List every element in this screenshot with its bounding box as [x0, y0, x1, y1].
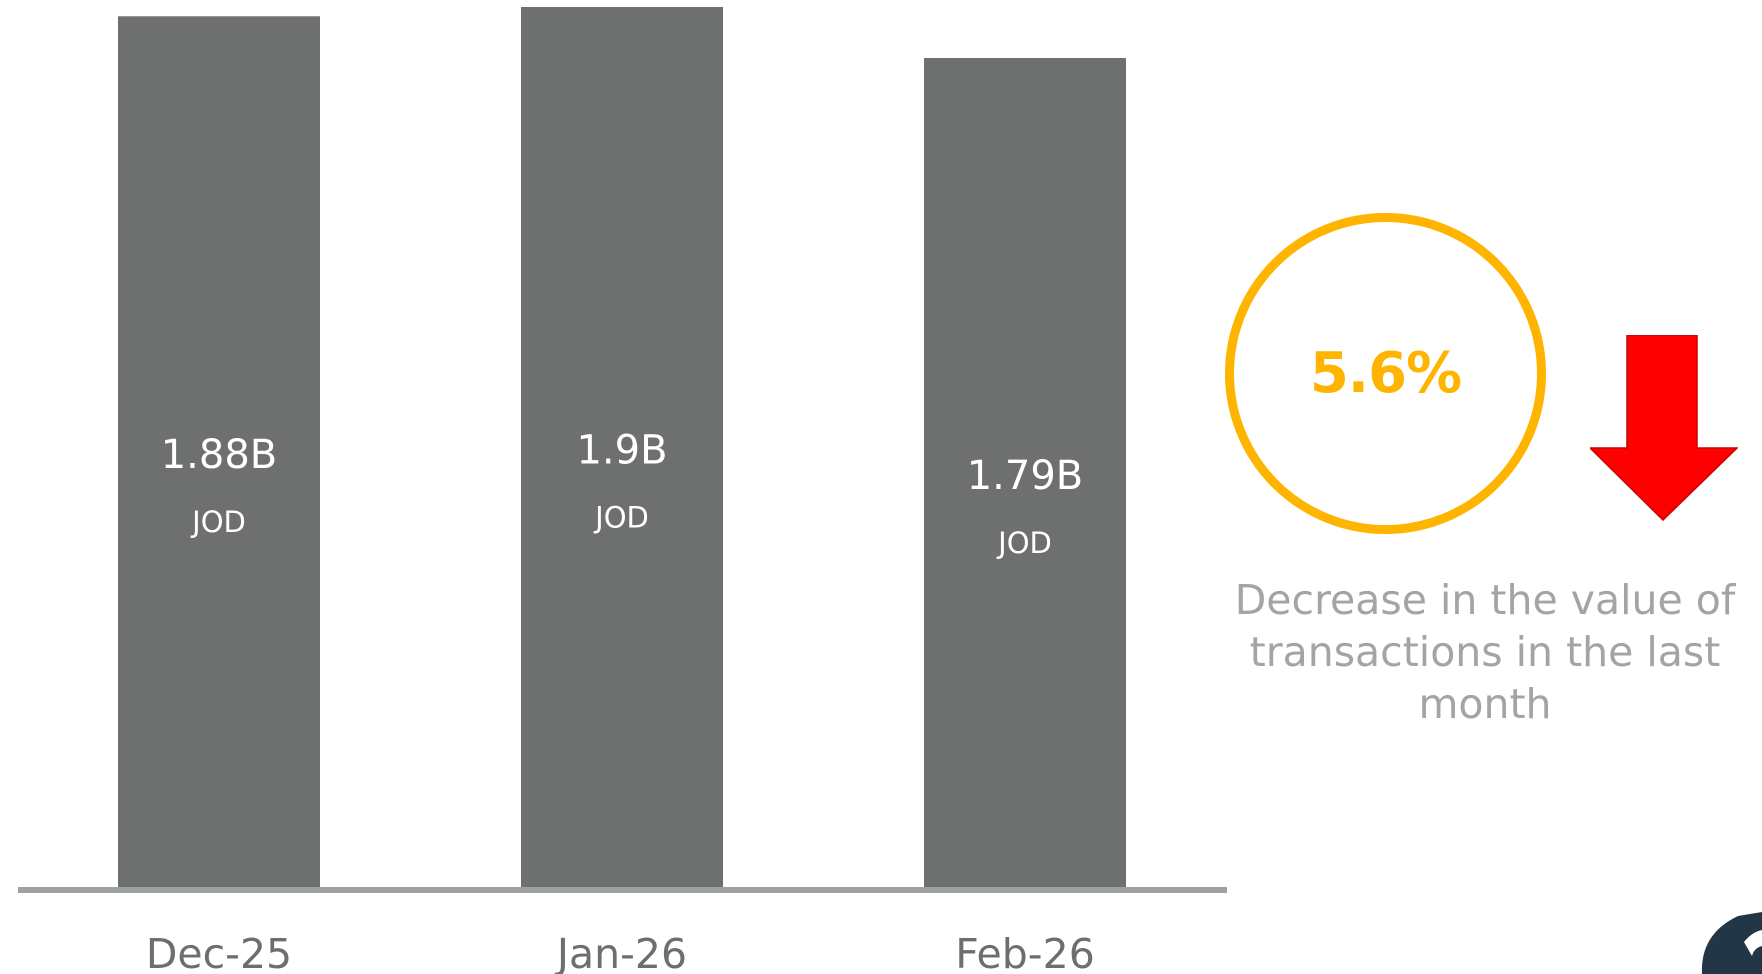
bar-feb-26: [924, 58, 1126, 889]
bar-unit-label: JOD: [190, 505, 246, 539]
kpi-caption: Decrease in the value of transactions in…: [1234, 576, 1736, 728]
category-tick-label: Dec-25: [146, 930, 292, 974]
bar-value-label: 1.88B: [161, 432, 278, 478]
bars-layer: [118, 7, 1126, 889]
bar-value-label: 1.79B: [967, 453, 1084, 499]
bar-unit-label: JOD: [593, 501, 649, 535]
category-tick-label: Feb-26: [955, 930, 1095, 974]
bar-dec-25: [118, 16, 320, 889]
labels-layer: 1.88B JOD Dec-25 1.9B JOD Jan-26 1.79B JOD Feb-2…: [146, 428, 1095, 974]
kpi-ring: 5.6%: [1225, 213, 1546, 534]
bar-jan-26: [521, 7, 723, 888]
logo-partial: [1701, 912, 1762, 974]
kpi-percentage: 5.6%: [1309, 341, 1462, 406]
category-tick-label: Jan-26: [554, 930, 687, 974]
arrow-down-icon: [1590, 335, 1738, 521]
bar-chart: 1.88B JOD Dec-25 1.9B JOD Jan-26 1.79B JOD Feb-2…: [18, 7, 1227, 974]
bar-unit-label: JOD: [996, 526, 1052, 560]
bar-value-label: 1.9B: [576, 428, 667, 474]
